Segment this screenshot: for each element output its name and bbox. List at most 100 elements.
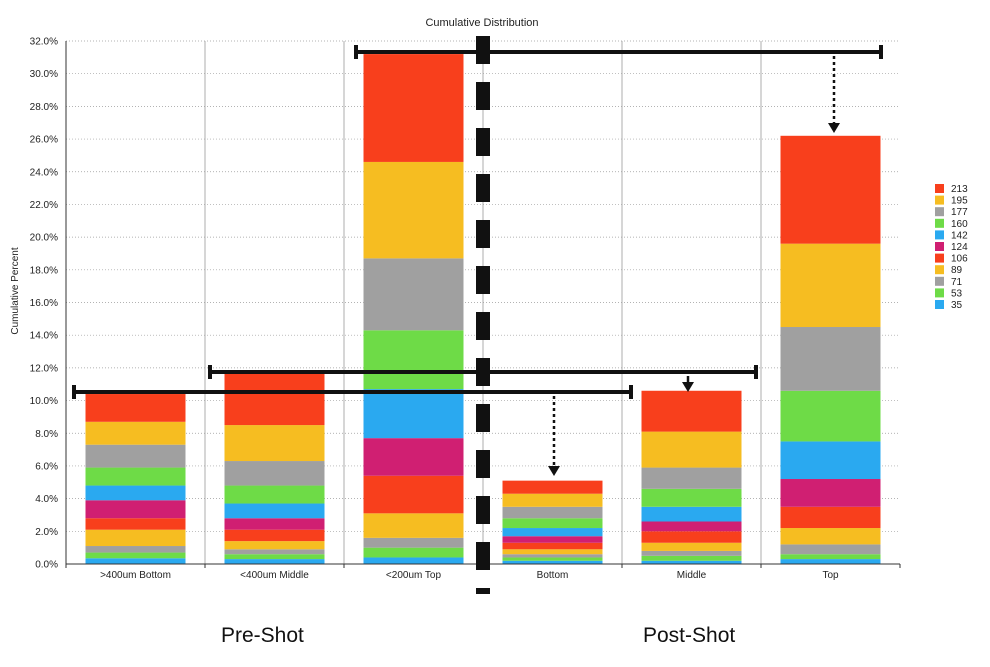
bar-segment-53	[502, 557, 603, 561]
y-tick-labels: 0.0% 2.0% 4.0% 6.0% 8.0% 10.0% 12.0% 14.0% 16.0%…	[30, 37, 58, 571]
bar-segment-89	[641, 542, 742, 551]
legend-swatch-71	[935, 276, 944, 286]
bar-segment-106	[780, 506, 881, 529]
bar-segment-160	[224, 485, 325, 504]
bracket-bottom	[72, 385, 633, 399]
legend-swatch-89	[935, 265, 944, 275]
arrow-middle	[682, 376, 694, 392]
group-label-pre-shot: Pre-Shot	[221, 624, 304, 647]
bar-segment-35	[363, 557, 464, 564]
bar-segment-177	[224, 461, 325, 486]
bar-segment-71	[641, 550, 742, 556]
legend-label-142: 142	[951, 230, 968, 241]
bar-segment-35	[641, 560, 742, 564]
bar-segment-160	[641, 488, 742, 507]
bracket-middle	[208, 365, 758, 379]
bar-segment-106	[224, 529, 325, 542]
bar-segment-124	[780, 479, 881, 507]
y-tick-label: 0.0%	[35, 560, 58, 571]
bar-segment-142	[85, 485, 186, 501]
legend-swatch-106	[935, 253, 944, 263]
bar-segment-160	[85, 467, 186, 486]
bars	[85, 54, 881, 564]
bar-segment-89	[363, 513, 464, 538]
legend-swatch-160	[935, 218, 944, 228]
bar-segment-35	[780, 559, 881, 564]
bar-segment-71	[85, 546, 186, 553]
bar-segment-106	[363, 475, 464, 514]
bar-segment-53	[641, 555, 742, 561]
legend-label-124: 124	[951, 242, 968, 253]
legend-swatch-177	[935, 207, 944, 217]
legend-label-89: 89	[951, 265, 963, 276]
legend-swatch-35	[935, 300, 944, 309]
bar-segment-35	[224, 559, 325, 564]
x-tick-labels: >400um Bottom <400um Middle <200um Top Bott…	[100, 570, 839, 581]
legend-swatch-142	[935, 230, 944, 240]
x-tick-label: Top	[822, 570, 839, 581]
y-tick-label: 4.0%	[35, 494, 58, 505]
bar-segment-89	[85, 529, 186, 547]
bar-segment-53	[363, 547, 464, 558]
legend-label-106: 106	[951, 254, 968, 265]
y-tick-label: 14.0%	[30, 331, 58, 342]
bar-segment-213	[502, 480, 603, 494]
arrow-head	[682, 382, 694, 392]
y-tick-label: 18.0%	[30, 265, 58, 276]
bar-segment-35	[85, 558, 186, 564]
legend-swatch-213	[935, 184, 944, 193]
bar-segment-177	[502, 506, 603, 519]
bar-segment-142	[363, 389, 464, 439]
y-axis-label: Cumulative Percent	[10, 247, 21, 334]
legend-label-177: 177	[951, 207, 968, 218]
bar-segment-213	[85, 394, 186, 422]
bracket-top	[354, 45, 883, 59]
legend-label-213: 213	[951, 184, 968, 195]
bar-segment-53	[85, 552, 186, 559]
legend-swatch-124	[935, 242, 944, 251]
legend-label-195: 195	[951, 196, 968, 207]
arrow-head	[828, 123, 840, 133]
bar-segment-213	[224, 371, 325, 426]
arrow-top	[828, 56, 840, 133]
annotations	[72, 36, 883, 594]
bar-segment-177	[363, 258, 464, 331]
bar-segment-53	[224, 554, 325, 560]
y-tick-label: 22.0%	[30, 200, 58, 211]
bar-segment-195	[224, 425, 325, 462]
y-tick-label: 32.0%	[30, 37, 58, 48]
bar-segment-71	[502, 554, 603, 558]
bar-segment-53	[780, 554, 881, 560]
legend-label-71: 71	[951, 277, 963, 288]
bar-segment-160	[363, 330, 464, 390]
bar-segment-106	[85, 518, 186, 530]
bar-segment-89	[224, 541, 325, 550]
legend-label-35: 35	[951, 300, 963, 311]
bar-segment-142	[224, 503, 325, 519]
y-tick-label: 24.0%	[30, 167, 58, 178]
bar-segment-195	[502, 493, 603, 507]
y-tick-label: 26.0%	[30, 135, 58, 146]
bar-segment-124	[224, 518, 325, 530]
bar-segment-71	[363, 537, 464, 548]
y-tick-label: 30.0%	[30, 69, 58, 80]
bar-segment-142	[780, 441, 881, 480]
y-tick-label: 6.0%	[35, 461, 58, 472]
legend-swatch-53	[935, 288, 944, 298]
x-tick-label: Bottom	[537, 570, 569, 581]
bar-segment-89	[780, 528, 881, 545]
y-tick-label: 12.0%	[30, 363, 58, 374]
y-tick-label: 20.0%	[30, 233, 58, 244]
bar-segment-142	[502, 528, 603, 537]
bar-segment-213	[363, 54, 464, 162]
group-label-post-shot: Post-Shot	[643, 624, 736, 647]
bar-segment-142	[641, 506, 742, 522]
bar-segment-195	[85, 421, 186, 445]
bar-segment-195	[641, 431, 742, 468]
bar-segment-124	[363, 438, 464, 476]
y-tick-label: 8.0%	[35, 429, 58, 440]
bar-segment-213	[780, 135, 881, 244]
